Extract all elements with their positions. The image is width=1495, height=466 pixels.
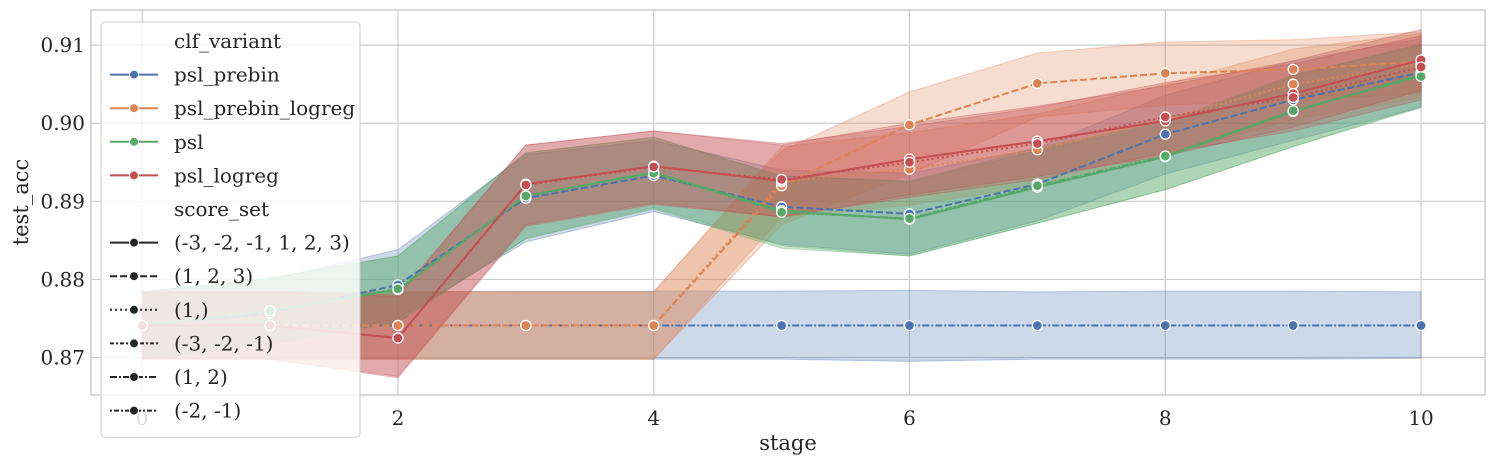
x-tick-label: 6 [903, 406, 916, 430]
data-point-psl_prebin_logreg [903, 119, 916, 131]
legend-marker [129, 405, 139, 416]
data-point-psl [1415, 70, 1427, 83]
data-point-psl [520, 190, 532, 202]
legend-marker [129, 69, 139, 80]
data-point-psl_prebin [775, 319, 788, 332]
legend-box [100, 21, 361, 438]
legend-entry-label: psl [174, 130, 203, 154]
x-tick-label: 4 [647, 406, 660, 430]
data-point-psl_prebin [1287, 319, 1299, 332]
data-point-psl_logreg [775, 173, 788, 186]
legend-entry-label: (-2, -1) [174, 399, 241, 423]
y-tick-label: 0.91 [40, 33, 85, 57]
data-point-psl_prebin [1031, 319, 1044, 332]
data-point-psl_prebin_logreg [1287, 63, 1299, 76]
legend-entry-label: psl_prebin_logreg [174, 96, 355, 120]
data-point-psl_logreg [392, 332, 404, 344]
data-point-psl_logreg [520, 179, 532, 191]
data-point-psl [775, 206, 788, 218]
data-point-psl [1031, 180, 1044, 192]
x-axis-label: stage [759, 431, 817, 455]
y-tick-label: 0.89 [40, 189, 85, 213]
data-point-psl [1159, 150, 1171, 162]
legend-marker [129, 304, 139, 315]
axes-frame [90, 9, 1486, 396]
series-line-psl_logreg [142, 66, 1422, 340]
data-point-psl_prebin [1159, 319, 1171, 332]
data-point-psl_logreg [1415, 61, 1427, 73]
data-point-psl_logreg [1159, 111, 1171, 123]
legend-entry-label: psl_logreg [174, 163, 279, 187]
y-tick-label: 0.87 [40, 346, 85, 370]
data-point-psl [903, 212, 916, 225]
legend-marker [129, 338, 139, 349]
y-axis-label: test_acc [9, 159, 33, 246]
data-point-psl_prebin_logreg [648, 319, 660, 332]
data-point-psl_logreg [1287, 91, 1299, 104]
data-point-psl_logreg [648, 161, 660, 173]
legend-title: clf_variant [174, 29, 281, 53]
legend-entry-label: (1,) [174, 298, 209, 322]
legend-marker [129, 237, 139, 248]
legend-entry-label: (-3, -2, -1, 1, 2, 3) [174, 231, 350, 255]
confidence-band-psl_prebin [141, 38, 1422, 360]
legend-marker [129, 103, 139, 114]
data-point-psl [1287, 105, 1299, 117]
legend-marker [129, 136, 139, 147]
y-tick-label: 0.88 [40, 267, 85, 291]
legend-marker [129, 372, 139, 382]
y-tick-label: 0.90 [40, 111, 85, 135]
data-point-psl_logreg [903, 156, 916, 168]
data-point-psl_prebin_logreg [1031, 77, 1044, 90]
legend-marker [129, 170, 139, 181]
legend-entry-label: (1, 2) [174, 365, 228, 389]
confidence-band-psl_prebin_logreg [141, 32, 1422, 360]
x-tick-label: 8 [1159, 406, 1172, 430]
data-point-psl_prebin_logreg [1159, 67, 1171, 79]
data-point-psl_prebin [1415, 319, 1427, 332]
x-tick-label: 10 [1408, 406, 1433, 430]
y-axis-ticks: 0.87 0.88 0.89 0.90 0.91 [40, 33, 85, 369]
data-point-psl_prebin_logreg [520, 319, 532, 332]
confidence-band-psl_prebin_logreg [141, 31, 1422, 360]
legend: clf_variant psl_prebin psl_prebin_logregps… [100, 21, 361, 438]
data-point-psl_prebin [1159, 128, 1171, 140]
legend-marker [129, 271, 139, 282]
legend-entry-label: psl_prebin [174, 63, 280, 87]
x-tick-label: 2 [392, 406, 405, 430]
legend-entry-label: (1, 2, 3) [174, 264, 253, 288]
data-point-psl [392, 283, 404, 295]
legend-title: score_set [174, 197, 269, 221]
data-point-psl_prebin_logreg [1287, 78, 1299, 90]
data-point-psl_logreg [1031, 137, 1044, 150]
legend-entry-label: (-3, -2, -1) [174, 331, 273, 355]
data-point-psl_prebin_logreg [392, 319, 404, 332]
data-point-psl_prebin [903, 319, 916, 332]
